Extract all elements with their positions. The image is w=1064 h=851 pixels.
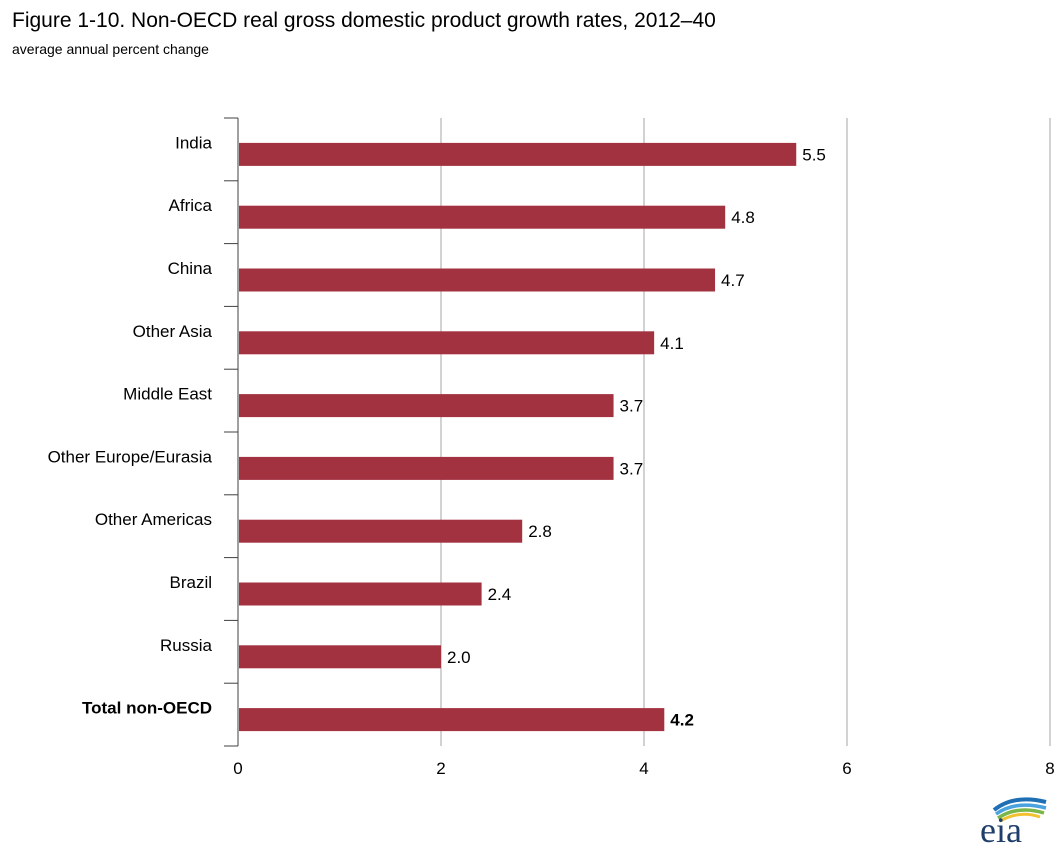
labels: 0 2 4 6 8 India 5.5 Africa 4.8 China 4.7 Other Asia… [48,133,1055,778]
value-label-africa: 4.8 [731,208,755,227]
value-label-total-non-oecd: 4.2 [670,711,694,730]
category-label-other-europe-eurasia: Other Europe/Eurasia [48,447,213,466]
bar-china [239,268,716,292]
category-label-india: India [175,133,212,152]
value-label-china: 4.7 [721,271,745,290]
bar-middle-east [239,394,614,418]
chart-subtitle: average annual percent change [12,41,209,57]
category-label-other-americas: Other Americas [95,510,212,529]
eia-logo-text: eia [980,810,1022,844]
x-tick-label-0: 0 [233,759,242,778]
value-label-other-americas: 2.8 [528,522,552,541]
value-label-middle-east: 3.7 [620,397,644,416]
value-label-brazil: 2.4 [488,585,512,604]
bar-africa [239,205,726,229]
chart-title: Figure 1-10. Non-OECD real gross domesti… [12,9,716,32]
value-label-other-europe-eurasia: 3.7 [620,459,644,478]
bars [239,142,797,732]
eia-logo: eia [980,797,1047,844]
category-label-total-non-oecd: Total non-OECD [82,699,212,718]
bar-other-europe-eurasia [239,456,614,480]
axes [224,117,239,747]
bar-total-non-oecd [239,708,665,732]
bar-russia [239,645,441,669]
category-label-africa: Africa [169,196,213,215]
bar-other-americas [239,519,523,543]
bar-brazil [239,582,482,606]
value-label-india: 5.5 [802,145,826,164]
bar-india [239,142,797,166]
x-tick-label-8: 8 [1045,759,1054,778]
category-label-china: China [168,259,213,278]
category-label-other-asia: Other Asia [133,322,213,341]
value-label-other-asia: 4.1 [660,334,684,353]
category-label-russia: Russia [160,636,213,655]
category-label-brazil: Brazil [169,573,212,592]
x-tick-label-2: 2 [436,759,445,778]
category-label-middle-east: Middle East [123,385,212,404]
bar-other-asia [239,331,655,355]
x-tick-label-4: 4 [639,759,648,778]
value-label-russia: 2.0 [447,648,471,667]
x-tick-label-6: 6 [842,759,851,778]
